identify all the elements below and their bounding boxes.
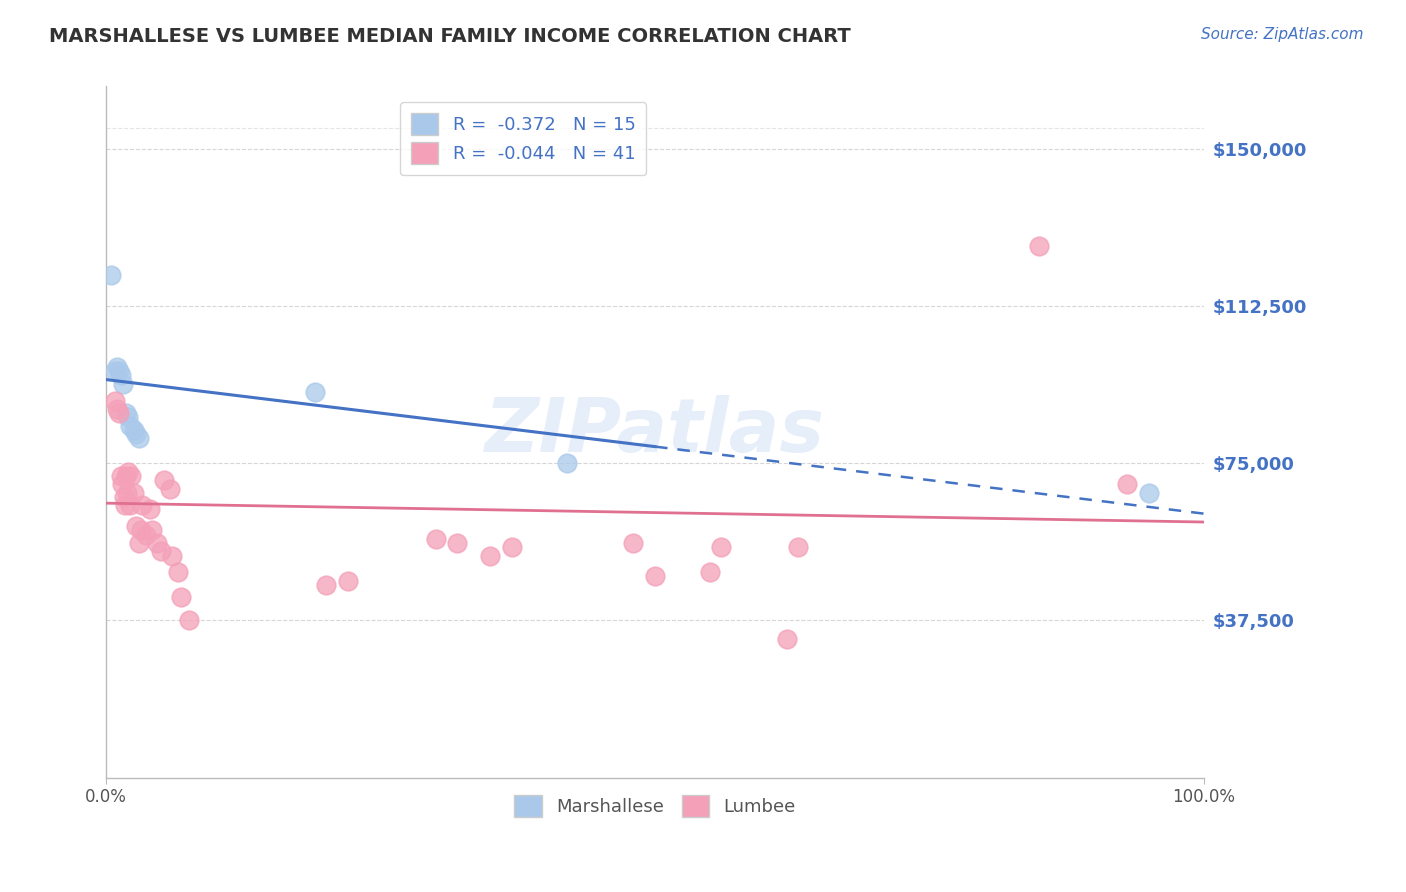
Point xyxy=(125,519,148,533)
Point xyxy=(104,393,127,408)
Point xyxy=(120,498,142,512)
Point xyxy=(128,536,150,550)
Point xyxy=(139,502,162,516)
Point xyxy=(108,406,131,420)
Point xyxy=(315,578,337,592)
Point xyxy=(699,566,721,580)
Point xyxy=(115,485,138,500)
Point xyxy=(128,431,150,445)
Point xyxy=(555,456,578,470)
Point xyxy=(145,536,167,550)
Point xyxy=(110,368,132,383)
Point xyxy=(153,473,176,487)
Point xyxy=(159,482,181,496)
Point xyxy=(122,423,145,437)
Point xyxy=(111,376,134,391)
Point xyxy=(125,427,148,442)
Point xyxy=(114,498,136,512)
Point xyxy=(117,465,139,479)
Point xyxy=(131,498,153,512)
Point xyxy=(105,401,128,416)
Point xyxy=(479,549,502,563)
Point xyxy=(115,469,138,483)
Point xyxy=(776,632,799,647)
Point xyxy=(621,536,644,550)
Point xyxy=(112,490,135,504)
Text: Source: ZipAtlas.com: Source: ZipAtlas.com xyxy=(1201,27,1364,42)
Point xyxy=(1137,485,1160,500)
Point xyxy=(710,540,733,554)
Point xyxy=(304,385,326,400)
Point xyxy=(121,469,143,483)
Point xyxy=(336,574,359,588)
Point xyxy=(100,268,122,282)
Point xyxy=(786,540,808,554)
Point xyxy=(104,364,127,378)
Point xyxy=(150,544,173,558)
Point xyxy=(105,359,128,374)
Point xyxy=(117,410,139,425)
Point xyxy=(1116,477,1139,491)
Point xyxy=(141,524,163,538)
Point xyxy=(160,549,183,563)
Point xyxy=(177,614,200,628)
Point xyxy=(108,364,131,378)
Text: MARSHALLESE VS LUMBEE MEDIAN FAMILY INCOME CORRELATION CHART: MARSHALLESE VS LUMBEE MEDIAN FAMILY INCO… xyxy=(49,27,851,45)
Point xyxy=(131,524,153,538)
Point xyxy=(110,469,132,483)
Point xyxy=(115,406,138,420)
Y-axis label: Median Family Income: Median Family Income xyxy=(0,339,8,524)
Point xyxy=(425,532,447,546)
Point xyxy=(122,485,145,500)
Point xyxy=(120,418,142,433)
Point xyxy=(166,566,188,580)
Legend: Marshallese, Lumbee: Marshallese, Lumbee xyxy=(508,788,803,824)
Text: ZIPatlas: ZIPatlas xyxy=(485,395,825,468)
Point xyxy=(644,569,666,583)
Point xyxy=(135,527,157,541)
Point xyxy=(170,591,193,605)
Point xyxy=(110,477,132,491)
Point xyxy=(1028,238,1050,252)
Point xyxy=(501,540,523,554)
Point xyxy=(446,536,468,550)
